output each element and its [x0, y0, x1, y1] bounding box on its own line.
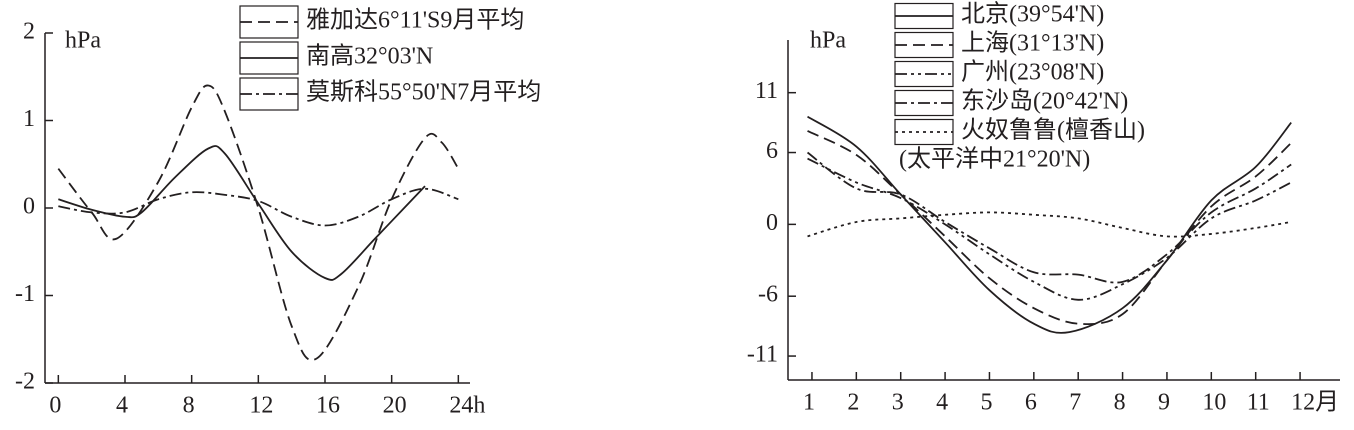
series-line — [58, 145, 426, 281]
y-tick-label: 0 — [766, 210, 778, 236]
legend-label: 东沙岛(20°42'N) — [961, 88, 1128, 115]
x-tick-label: 2 — [847, 390, 859, 416]
legend-label: 北京(39°54'N) — [961, 1, 1104, 28]
x-tick-label: 6 — [1025, 390, 1037, 416]
x-tick-label: 12月 — [1291, 390, 1339, 416]
legend-label: 南高32°03'N — [306, 43, 433, 70]
series-line — [807, 211, 1292, 238]
y-axis-label: hPa — [810, 28, 846, 54]
y-tick-label: 1 — [23, 106, 35, 132]
x-tick-label: 8 — [183, 393, 195, 419]
series-line — [57, 84, 460, 361]
x-tick-label: 3 — [892, 390, 904, 416]
legend-label: 雅加达6°11'S9月平均 — [306, 7, 524, 34]
x-tick-label: 7 — [1069, 390, 1081, 416]
x-tick-label: 1 — [803, 390, 815, 416]
y-tick-label: 6 — [766, 138, 778, 164]
x-tick-label: 8 — [1114, 390, 1126, 416]
legend-label: 广州(23°08'N) — [961, 59, 1104, 86]
x-tick-label: 9 — [1158, 390, 1170, 416]
series-line — [806, 151, 1292, 284]
x-tick-label: 10 — [1202, 390, 1226, 416]
legend-label-sub: (太平洋中21°20'N) — [899, 146, 1090, 173]
y-tick-label: 0 — [23, 194, 35, 220]
legend-label: 火奴鲁鲁(檀香山) — [961, 117, 1145, 144]
legend-label: 上海(31°13'N) — [961, 30, 1104, 57]
x-tick-label: 4 — [116, 393, 128, 419]
y-axis-label: hPa — [65, 28, 101, 54]
y-tick-label: -11 — [747, 342, 778, 368]
x-tick-label: 4 — [936, 390, 948, 416]
x-tick-label: 12 — [249, 393, 273, 419]
x-tick-label: 16 — [316, 393, 340, 419]
x-tick-label: 0 — [49, 393, 61, 419]
y-tick-label: 2 — [23, 19, 35, 45]
series-line — [807, 157, 1292, 301]
y-tick-label: -1 — [15, 281, 35, 307]
series-line — [807, 115, 1292, 334]
y-tick-label: 11 — [755, 78, 778, 104]
legend-label: 莫斯科55°50'N7月平均 — [306, 79, 541, 106]
x-tick-label: 24h — [449, 393, 485, 419]
y-tick-label: -6 — [758, 282, 778, 308]
x-tick-label: 20 — [383, 393, 407, 419]
x-tick-label: 5 — [980, 390, 992, 416]
x-tick-label: 11 — [1247, 390, 1270, 416]
series-line — [58, 187, 459, 227]
series-line — [807, 130, 1292, 326]
y-tick-label: -2 — [15, 369, 35, 395]
